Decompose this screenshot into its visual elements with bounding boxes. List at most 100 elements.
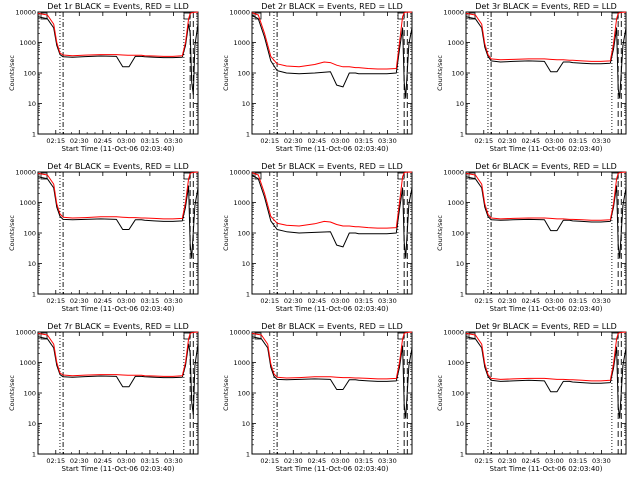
x-tick-label: 03:30 bbox=[164, 297, 183, 305]
x-tick-label: 02:15 bbox=[260, 137, 279, 145]
x-tick-label: 03:00 bbox=[117, 137, 136, 145]
plot-frame bbox=[37, 11, 199, 135]
x-tick-label: 02:15 bbox=[474, 297, 493, 305]
chart-title: Det 7r BLACK = Events, RED = LLD bbox=[47, 322, 189, 331]
y-tick-label: 1 bbox=[460, 291, 464, 299]
x-axis-label: Start Time (11-Oct-06 02:03:40) bbox=[62, 305, 175, 313]
series-line-events bbox=[465, 176, 627, 259]
chart-panel-4: Det 4r BLACK = Events, RED = LLD 1 10 100 10… bbox=[8, 162, 199, 313]
x-axis-label: Start Time (11-Oct-06 02:03:40) bbox=[276, 465, 389, 473]
marker-square-right bbox=[397, 12, 405, 20]
x-tick-label: 03:15 bbox=[141, 297, 160, 305]
y-tick-label: 10 bbox=[28, 420, 36, 428]
y-tick-label: 10000 bbox=[443, 169, 464, 177]
chart-panel-5: Det 5r BLACK = Events, RED = LLD 1 10 100 10… bbox=[222, 162, 413, 313]
series-line-lld bbox=[465, 331, 627, 382]
series-line-events bbox=[251, 174, 413, 259]
x-tick-label: 03:15 bbox=[141, 457, 160, 465]
y-tick-label: 100 bbox=[238, 70, 250, 78]
x-tick-label: 02:45 bbox=[307, 297, 326, 305]
y-tick-label: 100 bbox=[452, 390, 464, 398]
x-tick-label: 02:45 bbox=[93, 297, 112, 305]
marker-square-right bbox=[611, 332, 619, 340]
series-line-events bbox=[37, 16, 199, 95]
plot-frame bbox=[465, 11, 627, 135]
x-tick-label: 02:30 bbox=[70, 137, 89, 145]
x-tick-label: 02:30 bbox=[498, 137, 517, 145]
chart-title: Det 9r BLACK = Events, RED = LLD bbox=[475, 322, 617, 331]
x-tick-label: 03:30 bbox=[164, 137, 183, 145]
y-tick-label: 1 bbox=[32, 291, 36, 299]
y-axis-label: Counts/sec bbox=[8, 215, 16, 251]
plot-frame bbox=[37, 171, 199, 295]
chart-title: Det 2r BLACK = Events, RED = LLD bbox=[261, 2, 403, 11]
x-tick-label: 03:15 bbox=[355, 137, 374, 145]
y-tick-label: 10000 bbox=[15, 329, 36, 337]
x-tick-label: 02:15 bbox=[46, 137, 65, 145]
x-tick-label: 02:45 bbox=[307, 457, 326, 465]
series-line-events bbox=[37, 336, 199, 415]
series-line-events bbox=[251, 14, 413, 99]
y-tick-label: 10 bbox=[456, 100, 464, 108]
marker-square-right bbox=[611, 12, 619, 20]
x-tick-label: 03:30 bbox=[378, 297, 397, 305]
x-tick-label: 03:15 bbox=[569, 457, 588, 465]
y-tick-label: 1000 bbox=[447, 199, 464, 207]
x-tick-label: 02:30 bbox=[498, 297, 517, 305]
x-tick-label: 03:00 bbox=[545, 457, 564, 465]
x-tick-label: 02:15 bbox=[46, 457, 65, 465]
chart-title: Det 5r BLACK = Events, RED = LLD bbox=[261, 162, 403, 171]
y-axis-label: Counts/sec bbox=[436, 55, 444, 91]
x-axis-label: Start Time (11-Oct-06 02:03:40) bbox=[276, 305, 389, 313]
y-tick-label: 10000 bbox=[229, 329, 250, 337]
chart-title: Det 3r BLACK = Events, RED = LLD bbox=[475, 2, 617, 11]
y-tick-label: 100 bbox=[24, 230, 36, 238]
y-tick-label: 100 bbox=[238, 390, 250, 398]
y-axis-label: Counts/sec bbox=[8, 55, 16, 91]
marker-square-left bbox=[468, 12, 476, 20]
series-line-events bbox=[251, 336, 413, 419]
series-line-lld bbox=[251, 11, 412, 70]
chart-panel-8: Det 8r BLACK = Events, RED = LLD 1 10 100 10… bbox=[222, 322, 413, 473]
series-line-lld bbox=[465, 171, 627, 221]
y-tick-label: 1000 bbox=[447, 359, 464, 367]
x-tick-label: 03:00 bbox=[331, 457, 350, 465]
plot-frame bbox=[465, 331, 627, 455]
x-tick-label: 02:15 bbox=[46, 297, 65, 305]
plot-frame bbox=[37, 331, 199, 455]
y-tick-label: 10 bbox=[28, 100, 36, 108]
y-tick-label: 100 bbox=[452, 230, 464, 238]
x-tick-label: 03:30 bbox=[592, 297, 611, 305]
y-tick-label: 10000 bbox=[15, 9, 36, 17]
x-axis-label: Start Time (11-Oct-06 02:03:40) bbox=[276, 145, 389, 153]
x-axis-label: Start Time (11-Oct-06 02:03:40) bbox=[62, 465, 175, 473]
marker-square-left bbox=[468, 332, 476, 340]
x-axis-label: Start Time (11-Oct-06 02:03:40) bbox=[490, 465, 603, 473]
y-tick-label: 1 bbox=[246, 291, 250, 299]
x-tick-label: 03:15 bbox=[141, 137, 160, 145]
y-axis-label: Counts/sec bbox=[222, 55, 230, 91]
y-tick-label: 1000 bbox=[447, 39, 464, 47]
y-tick-label: 10000 bbox=[443, 329, 464, 337]
x-tick-label: 02:45 bbox=[93, 137, 112, 145]
chart-panel-3: Det 3r BLACK = Events, RED = LLD 1 10 100 10… bbox=[436, 2, 627, 153]
marker-square-right bbox=[183, 332, 191, 340]
x-tick-label: 03:15 bbox=[355, 297, 374, 305]
series-line-lld bbox=[251, 171, 412, 229]
y-tick-label: 10000 bbox=[229, 169, 250, 177]
x-tick-label: 02:15 bbox=[474, 457, 493, 465]
x-tick-label: 03:30 bbox=[378, 137, 397, 145]
x-tick-label: 02:30 bbox=[284, 297, 303, 305]
y-tick-label: 100 bbox=[238, 230, 250, 238]
x-tick-label: 03:00 bbox=[545, 137, 564, 145]
x-tick-label: 02:15 bbox=[474, 137, 493, 145]
series-line-lld bbox=[465, 11, 627, 62]
y-tick-label: 10 bbox=[242, 420, 250, 428]
x-tick-label: 02:30 bbox=[70, 457, 89, 465]
x-tick-label: 03:00 bbox=[331, 297, 350, 305]
y-tick-label: 1 bbox=[460, 451, 464, 459]
plot-frame bbox=[251, 171, 413, 295]
chart-panel-7: Det 7r BLACK = Events, RED = LLD 1 10 100 10… bbox=[8, 322, 199, 473]
x-tick-label: 03:30 bbox=[378, 457, 397, 465]
